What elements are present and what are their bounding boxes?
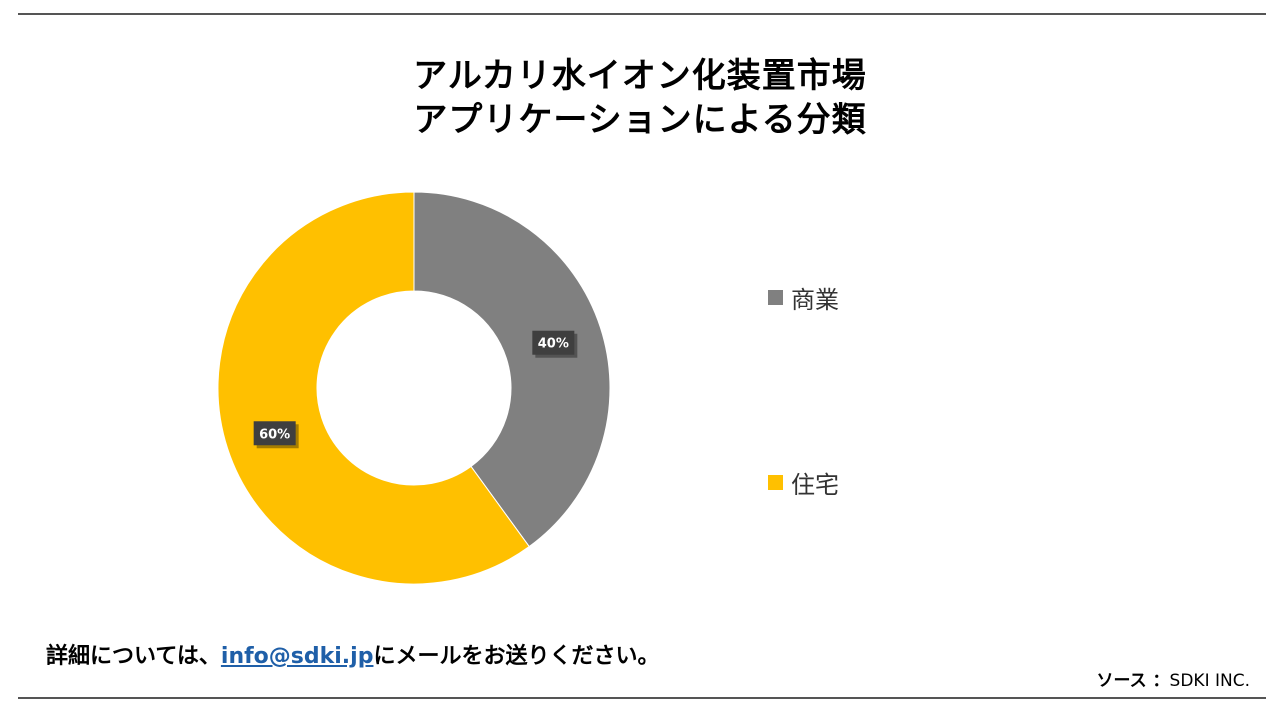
top-rule (18, 13, 1266, 15)
svg-text:40%: 40% (538, 337, 569, 352)
legend-swatch-residential (768, 475, 783, 490)
data-label-commercial: 40% (532, 330, 578, 358)
legend-item-residential: 住宅 (768, 465, 839, 500)
chart-title-line1: アルカリ水イオン化装置市場 (413, 56, 867, 96)
donut-slice-residential (217, 191, 530, 585)
legend-swatch-commercial (768, 290, 783, 305)
contact-email-link[interactable]: info@sdki.jp (220, 644, 374, 669)
chart-title-line2: アプリケーションによる分類 (413, 100, 867, 140)
bottom-rule (18, 697, 1266, 699)
legend-item-commercial: 商業 (768, 280, 839, 315)
donut-slice-commercial (413, 191, 611, 548)
legend-label-commercial: 商業 (791, 286, 839, 314)
contact-note-suffix: にメールをお送りください。 (373, 644, 660, 669)
legend-label-residential: 住宅 (791, 471, 839, 499)
data-label-residential: 60% (253, 421, 299, 449)
source-credit: ソース ：SDKI INC. (1096, 666, 1250, 691)
contact-note-prefix: 詳細については、 (46, 644, 221, 669)
source-label: ソース ： (1096, 671, 1170, 691)
source-value: SDKI INC. (1169, 671, 1250, 691)
contact-note: 詳細については、info@sdki.jpにメールをお送りください。 (46, 638, 659, 670)
svg-text:60%: 60% (259, 427, 290, 442)
